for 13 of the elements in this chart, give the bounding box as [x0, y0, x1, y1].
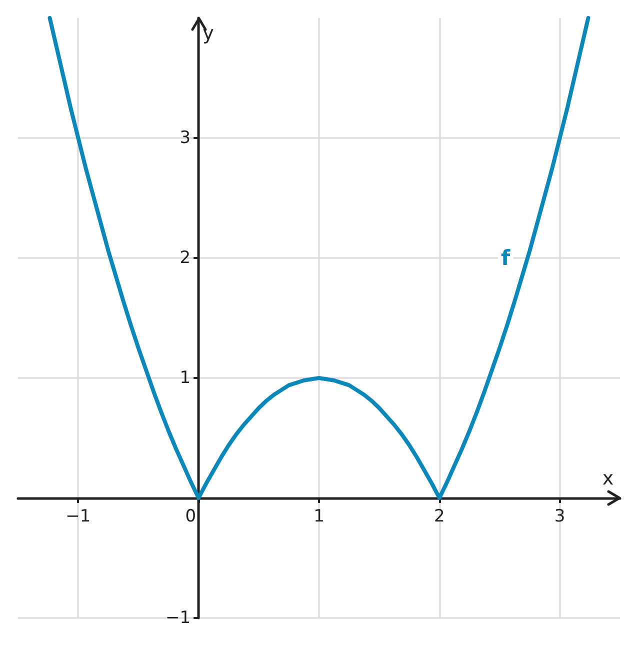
x-axis-title: x	[602, 468, 614, 490]
x-tick-label: 3	[554, 506, 566, 526]
line-series	[48, 16, 590, 500]
x-tick-label: 1	[314, 506, 324, 526]
x-tick-label: 2	[434, 506, 445, 526]
annotation: f	[501, 246, 512, 270]
y-tick-label: 1	[180, 368, 191, 388]
x-tick-label: −1	[66, 506, 91, 526]
y-tick-label: 3	[180, 128, 191, 148]
y-tick-label: −1	[166, 608, 191, 628]
x-tick-label: 0	[185, 506, 196, 526]
y-axis-title: y	[202, 22, 214, 44]
y-tick-label: 2	[180, 248, 191, 268]
